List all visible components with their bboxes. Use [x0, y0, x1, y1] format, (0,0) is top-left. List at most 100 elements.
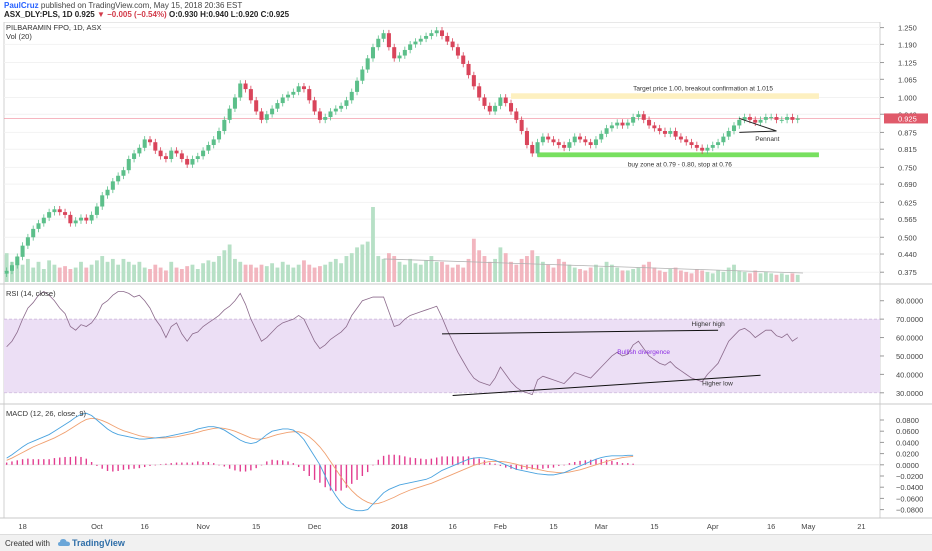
candle-body — [413, 41, 418, 45]
macd-histogram-bar — [64, 456, 66, 465]
price-tick-label: 0.375 — [898, 268, 917, 277]
volume-bar — [604, 261, 609, 282]
candle-body — [753, 119, 758, 123]
macd-histogram-bar — [568, 463, 571, 465]
price-tick-label: 0.815 — [898, 145, 917, 154]
candle-body — [185, 158, 190, 165]
macd-histogram-bar — [329, 464, 332, 491]
macd-tick-label: 0.0000 — [896, 461, 919, 470]
buy-zone-annotation: buy zone at 0.79 - 0.80, stop at 0.76 — [628, 162, 732, 169]
volume-bar — [15, 256, 20, 282]
macd-tick-label: 0.0200 — [896, 450, 919, 459]
macd-histogram-bar — [260, 464, 263, 466]
volume-bar — [105, 261, 110, 282]
candle-body — [551, 139, 556, 143]
volume-bar — [312, 267, 317, 282]
price-tick-label: 1.000 — [898, 93, 917, 102]
candle-body — [360, 69, 365, 81]
volume-bar — [381, 258, 386, 282]
candle-body — [450, 41, 455, 48]
volume-bar — [509, 261, 513, 282]
candle-body — [68, 214, 73, 224]
macd-histogram-bar — [313, 464, 316, 480]
candle-body — [503, 97, 508, 104]
volume-bar — [20, 264, 25, 282]
candle-body — [641, 114, 646, 120]
author-link[interactable]: PaulCruz — [4, 1, 39, 10]
candle-body — [455, 47, 460, 56]
volume-bar — [567, 264, 572, 282]
chart-canvas[interactable]: 1.2501.1901.1251.0651.0000.9400.8750.815… — [0, 22, 932, 534]
candle-body — [726, 131, 731, 137]
macd-histogram-bar — [213, 463, 215, 465]
candle-body — [47, 212, 52, 218]
last-price: 0.925 — [74, 10, 95, 19]
candle-body — [280, 97, 285, 104]
macd-histogram-bar — [595, 459, 597, 465]
volume-bar — [456, 264, 460, 282]
candle-body — [678, 136, 683, 140]
volume-bar — [211, 261, 216, 282]
candle-body — [174, 150, 179, 154]
candle-body — [779, 119, 784, 121]
volume-bar — [333, 258, 338, 282]
candle-body — [631, 117, 636, 123]
volume-bar — [466, 258, 471, 282]
price-tick-label: 0.500 — [898, 233, 917, 242]
volume-bar — [116, 264, 121, 282]
candle-body — [705, 147, 710, 151]
rsi-tick-label: 30.0000 — [896, 389, 923, 398]
macd-histogram-bar — [414, 458, 417, 465]
candle-body — [312, 100, 317, 112]
macd-histogram-bar — [234, 464, 236, 471]
volume-bar — [280, 261, 285, 282]
candle-body — [471, 75, 476, 87]
volume-bar — [742, 271, 747, 282]
macd-tick-label: 0.0400 — [896, 438, 919, 447]
macd-histogram-bar — [579, 460, 581, 465]
macd-histogram-bar — [133, 464, 135, 469]
macd-histogram-bar — [239, 464, 241, 472]
volume-bar — [578, 269, 582, 282]
macd-histogram-bar — [218, 464, 220, 466]
candle-body — [195, 156, 200, 159]
volume-bar — [519, 258, 524, 282]
macd-pane: 0.0800 0.0600 0.0400 0.0200 0.0000 −0.0200 −0.… — [4, 409, 923, 515]
candle-body — [31, 228, 36, 238]
higher-low-annotation: Higher low — [702, 380, 733, 387]
volume-bar — [737, 270, 742, 282]
volume-bar — [57, 267, 62, 282]
volume-bar — [158, 267, 163, 282]
volume-bar — [413, 263, 418, 282]
volume-bar — [222, 250, 227, 282]
macd-histogram-bar — [547, 464, 549, 469]
volume-bar — [132, 264, 136, 282]
volume-bar — [673, 267, 678, 282]
volume-bar — [270, 263, 275, 282]
macd-histogram-bar — [106, 464, 109, 471]
candle-body — [169, 150, 174, 159]
tradingview-logo-text[interactable]: TradingView — [72, 538, 125, 548]
volume-bar — [530, 250, 535, 282]
higher-low-line — [452, 374, 761, 397]
volume-bar — [248, 264, 253, 282]
bullish-divergence-annotation: Bullish divergence — [617, 349, 670, 356]
candle-body — [349, 91, 354, 101]
candle-body — [461, 55, 466, 64]
candle-body — [647, 119, 652, 126]
macd-histogram-bar — [308, 464, 310, 476]
volume-bar — [63, 266, 67, 282]
candle-body — [429, 33, 434, 36]
macd-histogram-bar — [292, 463, 295, 465]
candle-body — [493, 105, 498, 112]
candle-body — [609, 125, 614, 129]
candle-body — [439, 30, 445, 36]
macd-histogram-bar — [319, 464, 321, 483]
macd-histogram-bar — [122, 464, 125, 470]
price-tick-label: 1.125 — [898, 59, 917, 68]
volume-bar — [461, 267, 466, 282]
macd-histogram-bar — [345, 464, 348, 488]
candle-body — [524, 131, 529, 146]
candle-body — [742, 117, 747, 120]
candle-body — [323, 117, 328, 120]
